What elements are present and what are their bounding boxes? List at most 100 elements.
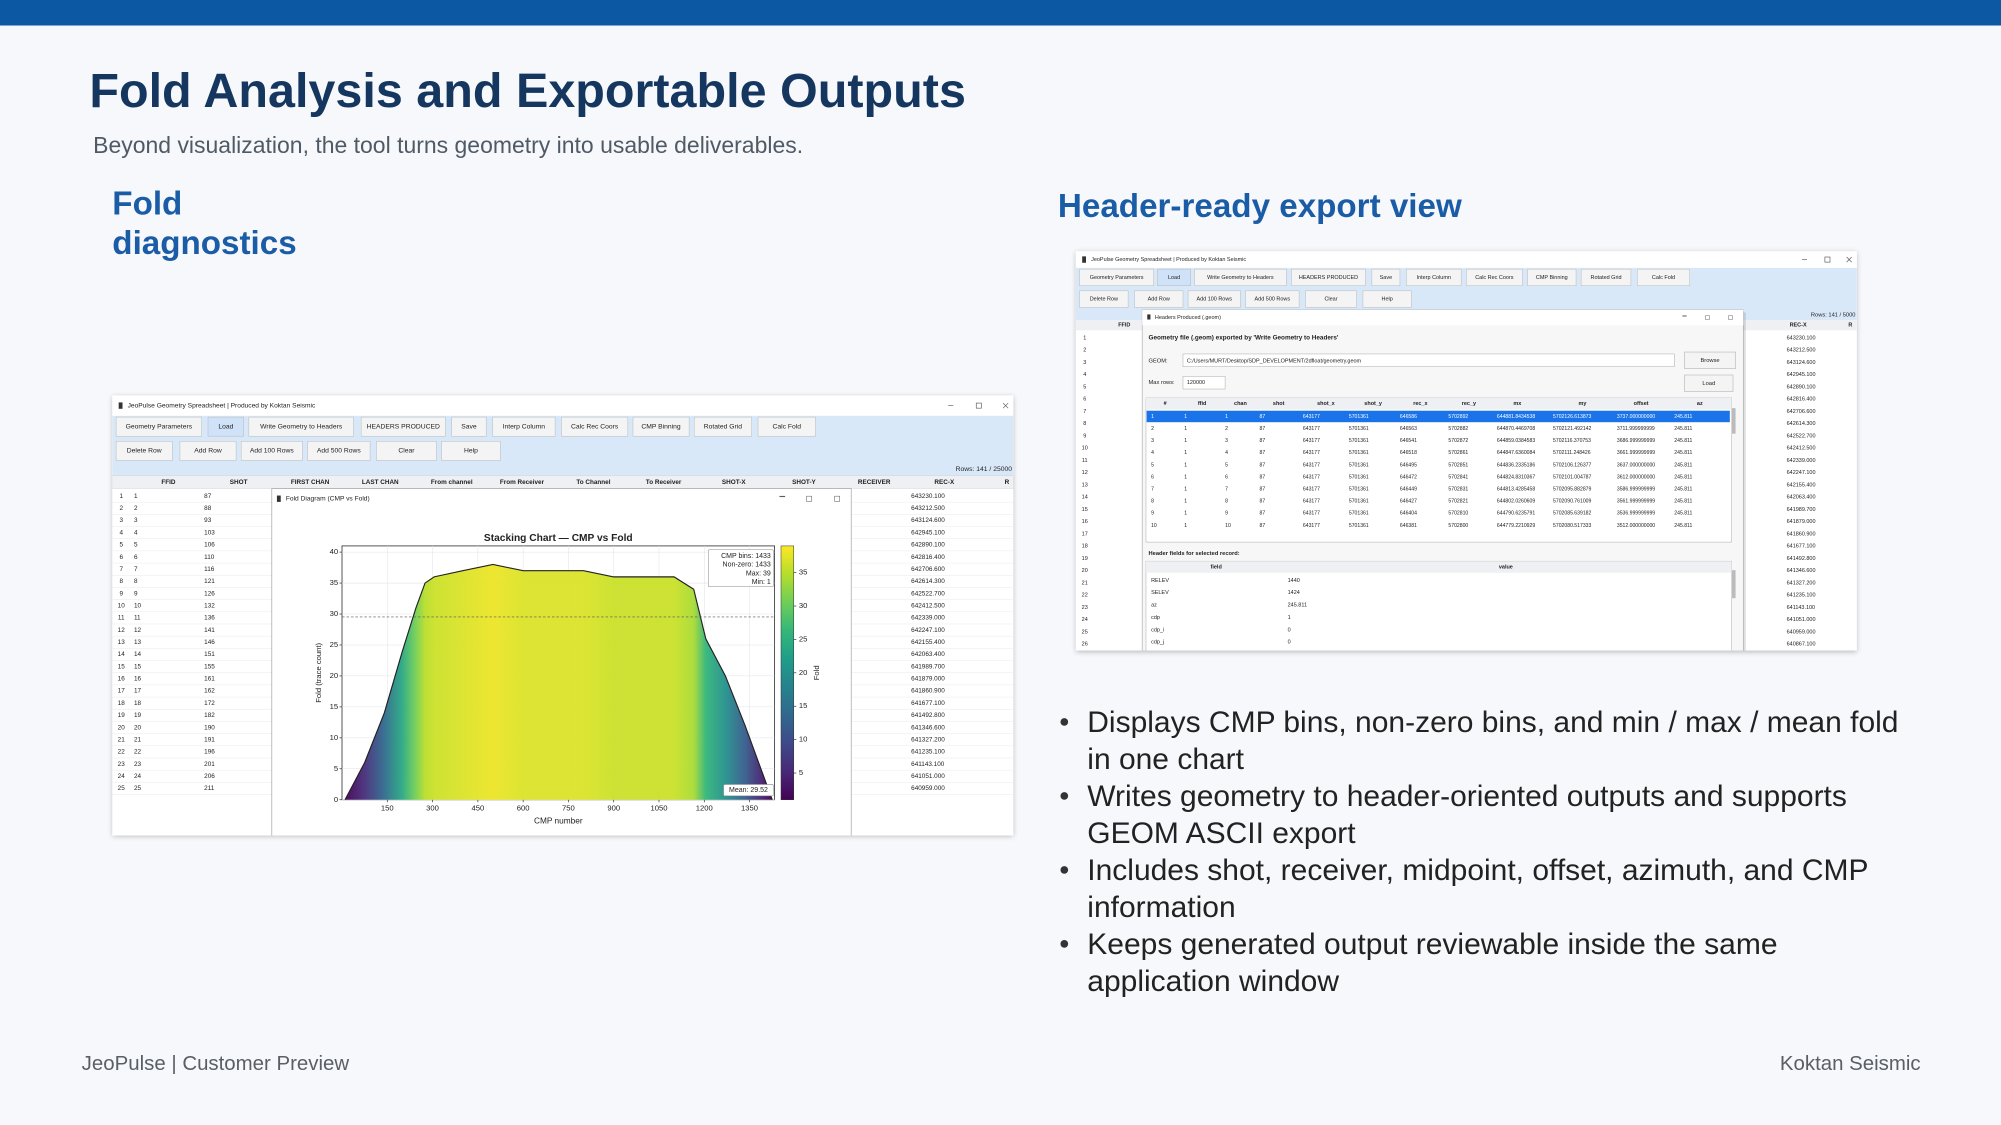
table-cell: 245.811 — [1674, 474, 1692, 480]
table-cell: 3512.000000000 — [1617, 523, 1655, 529]
toolbar-button[interactable] — [1527, 268, 1577, 286]
row-index: 6 — [119, 554, 123, 561]
field-label: Max rows: — [1149, 380, 1176, 386]
x-tick-label: 1050 — [650, 804, 667, 813]
table-cell: 245.811 — [1674, 487, 1692, 493]
row-index: 7 — [1083, 409, 1086, 415]
toolbar-button[interactable] — [632, 416, 690, 437]
button-label: Interp Column — [503, 423, 546, 430]
app-icon — [276, 495, 281, 502]
close-icon — [1846, 256, 1852, 263]
table-cell: 5701361 — [1349, 523, 1369, 529]
text-input[interactable] — [1182, 376, 1226, 390]
table-cell: 1424 — [1288, 590, 1300, 596]
y-tick-label: 0 — [334, 795, 338, 804]
toolbar-button[interactable] — [1305, 290, 1357, 308]
x-tick-label: 900 — [607, 804, 620, 813]
table-cell: 151 — [204, 651, 215, 658]
table-cell: 5701361 — [1349, 426, 1369, 432]
button[interactable] — [1684, 374, 1734, 392]
row-index: 1 — [119, 493, 123, 500]
table-cell: 641346.600 — [1787, 568, 1816, 574]
row-index: 12 — [118, 627, 126, 634]
table-cell: 642247.100 — [911, 627, 945, 634]
toolbar-button[interactable] — [1580, 268, 1632, 286]
bullet: Keeps generated output reviewable inside… — [1060, 926, 1904, 1000]
table-cell: 3536.999999999 — [1617, 511, 1655, 517]
table-cell: 161 — [204, 676, 215, 683]
table-cell: 191 — [204, 736, 215, 743]
toolbar-button[interactable] — [1406, 268, 1462, 286]
toolbar-button[interactable] — [1466, 268, 1523, 286]
table-cell: 3586.999999999 — [1617, 487, 1655, 493]
selected-row — [1146, 410, 1730, 423]
table-cell: 126 — [204, 590, 215, 597]
table-cell: 640959.000 — [911, 785, 945, 792]
toolbar-button[interactable] — [1079, 290, 1129, 308]
toolbar-button[interactable] — [757, 416, 816, 437]
table-cell: 20 — [134, 724, 142, 731]
toolbar-button[interactable] — [248, 416, 354, 437]
toolbar-button[interactable] — [441, 441, 501, 461]
toolbar-button[interactable] — [492, 416, 556, 437]
table-header — [1145, 561, 1732, 573]
table-cell: 87 — [1260, 474, 1266, 480]
toolbar-button[interactable] — [1637, 268, 1690, 286]
row-index: 16 — [1082, 519, 1088, 525]
text-input[interactable] — [1182, 353, 1675, 367]
button[interactable] — [1684, 351, 1736, 369]
toolbar-button[interactable] — [1134, 290, 1184, 308]
table-cell: 1 — [1184, 438, 1187, 444]
table-cell: 88 — [204, 505, 212, 512]
column-header: shot_x — [1317, 401, 1335, 407]
toolbar-button[interactable] — [207, 416, 244, 437]
toolbar-button[interactable] — [360, 416, 446, 437]
button-label: Save — [461, 423, 477, 430]
button-label: CMP Binning — [1536, 275, 1568, 281]
table-cell: 5701361 — [1349, 499, 1369, 505]
table-cell: 646586 — [1400, 414, 1417, 420]
toolbar-button[interactable] — [1187, 290, 1241, 308]
toolbar-button[interactable] — [307, 441, 371, 461]
table-cell: 646495 — [1400, 462, 1417, 468]
row-index: 24 — [1082, 617, 1088, 623]
row-index: 15 — [118, 663, 126, 670]
toolbar-button[interactable] — [1362, 290, 1412, 308]
toolbar-button[interactable] — [179, 441, 237, 461]
table-cell: 5701361 — [1349, 438, 1369, 444]
toolbar-button[interactable] — [376, 441, 437, 461]
table-cell: 7 — [1151, 487, 1154, 493]
table-cell: cdp_i — [1151, 627, 1164, 633]
y-tick-label: 30 — [330, 609, 339, 618]
toolbar-button[interactable] — [1291, 268, 1366, 286]
table-cell: 245.811 — [1674, 438, 1692, 444]
toolbar-button[interactable] — [561, 416, 629, 437]
table-cell: 643177 — [1303, 438, 1320, 444]
column-header: shot_y — [1364, 401, 1383, 407]
toolbar-button[interactable] — [1157, 268, 1191, 286]
table-cell: 642816.400 — [1787, 397, 1816, 403]
table-cell: 4 — [1225, 450, 1228, 456]
x-tick-label: 300 — [426, 804, 439, 813]
column-header: ffid — [1198, 401, 1207, 407]
toolbar-button[interactable] — [1079, 268, 1154, 286]
table-cell: 245.811 — [1674, 499, 1692, 505]
toolbar-button[interactable] — [451, 416, 487, 437]
table-cell: 642063.400 — [911, 651, 945, 658]
column-header: R — [1848, 323, 1852, 329]
maximize-icon — [1824, 256, 1831, 263]
toolbar-button[interactable] — [1245, 290, 1300, 308]
toolbar-button[interactable] — [1371, 268, 1401, 286]
toolbar-button[interactable] — [115, 441, 173, 461]
table-cell: 1 — [1184, 426, 1187, 432]
table-cell: 146 — [204, 639, 215, 646]
toolbar-button[interactable] — [1194, 268, 1287, 286]
toolbar-button[interactable] — [240, 441, 303, 461]
column-header: LAST CHAN — [362, 479, 399, 486]
button-label: Add Row — [1148, 297, 1170, 303]
bullet: Displays CMP bins, non-zero bins, and mi… — [1060, 704, 1904, 778]
column-header: From channel — [431, 479, 473, 486]
toolbar-button[interactable] — [693, 416, 752, 437]
toolbar-button[interactable] — [115, 416, 202, 437]
